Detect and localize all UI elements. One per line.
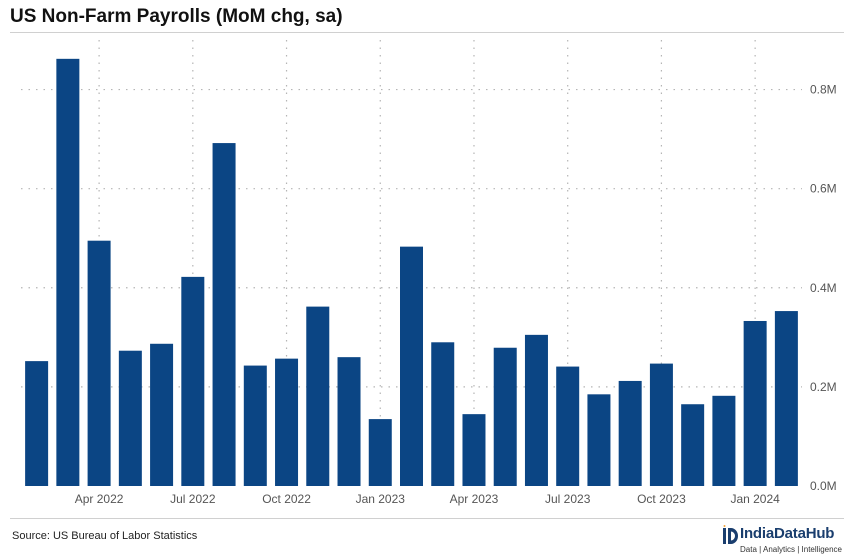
logo-name: IndiaDataHub (740, 525, 835, 542)
x-tick-label: Apr 2023 (450, 492, 499, 506)
bar (25, 361, 49, 486)
bar (587, 394, 611, 486)
bar (87, 240, 111, 486)
logo-icon (723, 525, 738, 544)
y-tick-label: 0.8M (810, 83, 837, 97)
x-tick-label: Jul 2022 (170, 492, 216, 506)
bar (743, 320, 767, 486)
x-tick-label: Jan 2024 (730, 492, 780, 506)
bar (181, 276, 205, 486)
bar (712, 395, 736, 486)
bar (118, 350, 142, 486)
y-tick-label: 0.0M (810, 479, 837, 493)
x-tick-label: Apr 2022 (75, 492, 124, 506)
bar (243, 365, 267, 486)
bar (431, 342, 455, 486)
x-tick-label: Jul 2023 (545, 492, 591, 506)
chart-title: US Non-Farm Payrolls (MoM chg, sa) (10, 6, 343, 27)
bar (524, 334, 548, 486)
y-tick-label: 0.6M (810, 182, 837, 196)
brand-logo: IndiaDataHub Data | Analytics | Intellig… (722, 522, 842, 556)
x-tick-label: Jan 2023 (356, 492, 406, 506)
source-note: Source: US Bureau of Labor Statistics (12, 530, 198, 542)
x-tick-label: Oct 2023 (637, 492, 686, 506)
bar (618, 380, 642, 486)
bar (212, 143, 236, 486)
logo-tagline: Data | Analytics | Intelligence (740, 545, 842, 554)
y-tick-label: 0.4M (810, 281, 837, 295)
bar-chart: 0.0M 0.2M 0.4M 0.6M 0.8M Apr 2022 Jul 2022 Oct… (21, 40, 837, 506)
bar (493, 347, 517, 486)
bar (275, 358, 299, 486)
bar (556, 366, 580, 486)
x-axis: Apr 2022 Jul 2022 Oct 2022 Jan 2023 Apr 2023… (75, 492, 780, 506)
bar (462, 414, 486, 486)
bar (56, 58, 80, 486)
bars (25, 58, 798, 486)
bar (368, 419, 392, 486)
title-divider (10, 32, 844, 33)
x-tick-label: Oct 2022 (262, 492, 311, 506)
bar (774, 311, 798, 486)
bar (337, 357, 361, 486)
footer-divider (10, 518, 844, 519)
bar (681, 404, 705, 486)
bar (150, 343, 174, 486)
bar (306, 306, 330, 486)
bar (400, 246, 423, 486)
bar (649, 363, 673, 486)
y-axis: 0.0M 0.2M 0.4M 0.6M 0.8M (810, 83, 837, 493)
y-tick-label: 0.2M (810, 380, 837, 394)
